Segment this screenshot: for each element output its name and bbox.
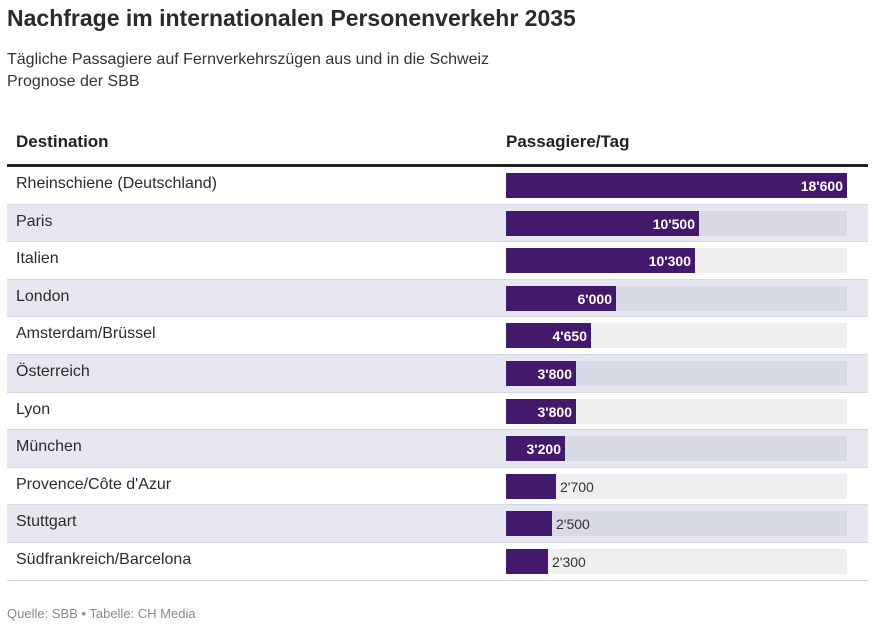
bar [506,398,576,424]
table-body: Rheinschiene (Deutschland) 18'600 Paris 10'… [7,167,868,581]
table-row: Lyon 3'800 [7,392,868,431]
bar [506,285,616,311]
destination-label: Amsterdam/Brüssel [16,325,156,343]
destination-label: Stuttgart [16,513,77,531]
bar [506,248,695,274]
table-row: Paris 10'500 [7,204,868,243]
value-label: 3'800 [537,403,572,420]
table-row: Italien 10'300 [7,242,868,280]
source-note: Quelle: SBB • Tabelle: CH Media [7,606,196,621]
table-row: München 3'200 [7,430,868,468]
value-label: 3'200 [526,441,561,458]
bar-track: 2'500 [506,511,847,537]
table-row: London 6'000 [7,279,868,318]
value-label: 6'000 [577,290,612,307]
bar-track: 10'500 [506,210,847,236]
subtitle-line-1: Tägliche Passagiere auf Fernverkehrszüge… [7,51,490,68]
bar-track: 2'300 [506,548,847,574]
bar [506,473,556,499]
table-row: Stuttgart 2'500 [7,505,868,543]
bar-track: 10'300 [506,248,847,274]
chart-title: Nachfrage im internationalen Personenver… [7,5,576,31]
table-row: Rheinschiene (Deutschland) 18'600 [7,167,868,205]
table-row: Südfrankreich/Barcelona 2'300 [7,542,868,581]
destination-label: Lyon [16,400,51,418]
bar-track: 6'000 [506,285,847,311]
bar [506,360,576,386]
bar [506,323,591,349]
value-label: 2'300 [552,553,586,570]
table-row: Provence/Côte d'Azur 2'700 [7,467,868,506]
value-label: 10'500 [652,215,695,232]
destination-label: Südfrankreich/Barcelona [16,550,192,568]
bar [506,173,847,198]
bar [506,436,565,462]
value-label: 18'600 [800,178,843,194]
value-label: 2'700 [560,478,594,495]
value-label: 10'300 [648,253,691,270]
destination-label: Italien [16,250,59,268]
chart-subtitle: Tägliche Passagiere auf Fernverkehrszüge… [7,49,489,93]
bar-track: 3'800 [506,398,847,424]
destination-label: Provence/Côte d'Azur [16,475,172,493]
column-header-passengers[interactable]: Passagiere/Tag [506,132,630,151]
bar-track: 2'700 [506,473,847,499]
data-table: Destination Passagiere/Tag Rheinschiene … [7,128,868,581]
destination-label: Paris [16,212,53,230]
subtitle-line-2: Prognose der SBB [7,73,140,90]
value-label: 4'650 [552,328,587,345]
bar-track: 18'600 [506,173,847,198]
bar-track: 3'800 [506,360,847,386]
destination-label: München [16,438,82,456]
bar-track: 3'200 [506,436,847,462]
bar [506,210,699,236]
bar-track: 4'650 [506,323,847,349]
bar [506,511,552,537]
bar [506,548,548,574]
table-header: Destination Passagiere/Tag [7,128,868,167]
value-label: 3'800 [537,365,572,382]
column-header-destination[interactable]: Destination [16,132,109,151]
destination-label: Rheinschiene (Deutschland) [16,175,217,192]
table-row: Amsterdam/Brüssel 4'650 [7,317,868,355]
value-label: 2'500 [556,516,590,533]
table-row: Österreich 3'800 [7,354,868,393]
destination-label: Österreich [16,362,90,380]
destination-label: London [16,287,70,305]
